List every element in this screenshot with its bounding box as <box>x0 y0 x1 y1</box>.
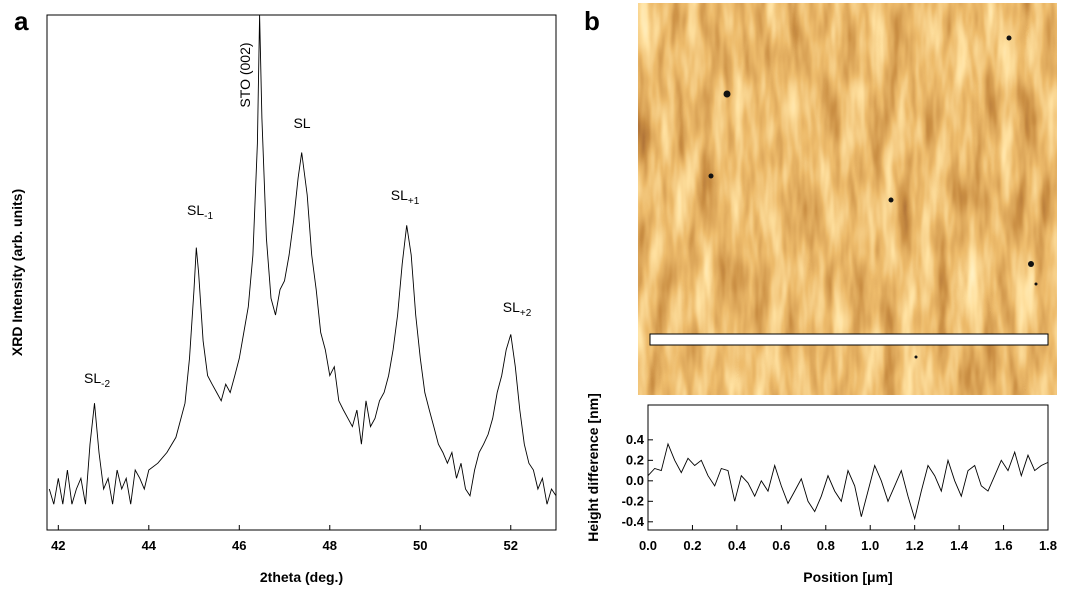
x-tick-label: 1.4 <box>950 538 969 553</box>
x-tick-label: 48 <box>323 538 337 553</box>
x-axis-label: Position [μm] <box>803 569 892 585</box>
panel-label: a <box>14 6 29 36</box>
annotation-text: SL <box>391 187 408 203</box>
x-axis-label: 2theta (deg.) <box>260 569 343 585</box>
x-tick-label: 0.6 <box>772 538 790 553</box>
annotation-subscript: -1 <box>204 211 213 222</box>
panel-label: b <box>584 6 600 36</box>
x-tick-label: 42 <box>51 538 65 553</box>
x-tick-label: 0.2 <box>683 538 701 553</box>
x-tick-label: 0.8 <box>817 538 835 553</box>
annotation: SL-1 <box>187 202 213 222</box>
y-axis-label: Height difference [nm] <box>585 393 601 542</box>
x-tick-label: 0.0 <box>639 538 657 553</box>
x-tick-label: 52 <box>504 538 518 553</box>
data-line <box>647 442 1049 521</box>
plot-frame <box>647 404 1049 531</box>
x-tick-label: 1.0 <box>861 538 879 553</box>
annotation-subscript: -2 <box>101 379 110 390</box>
annotation-text: SL <box>187 202 204 218</box>
x-tick-label: 44 <box>142 538 157 553</box>
plot-frame <box>46 14 557 531</box>
annotation-subscript: +1 <box>408 196 420 207</box>
y-tick-label: 0.4 <box>626 432 645 447</box>
x-tick-label: 0.4 <box>728 538 747 553</box>
x-tick-label: 1.8 <box>1039 538 1057 553</box>
data-line <box>48 14 557 505</box>
annotation: STO (002) <box>237 42 253 107</box>
afm-image <box>638 3 1057 395</box>
x-tick-label: 50 <box>413 538 427 553</box>
y-tick-label: -0.2 <box>622 493 644 508</box>
y-tick-label: -0.4 <box>622 514 645 529</box>
annotation-text: SL <box>503 299 520 315</box>
x-tick-label: 46 <box>232 538 246 553</box>
annotation-text: SL <box>84 370 101 386</box>
y-tick-label: 0.0 <box>626 473 644 488</box>
y-tick-label: 0.2 <box>626 452 644 467</box>
annotation-text: SL <box>293 115 310 131</box>
y-axis-label: XRD Intensity (arb. units) <box>9 189 25 356</box>
annotation: SL+1 <box>391 187 420 207</box>
annotation-subscript: +2 <box>520 308 532 319</box>
annotation: SL+2 <box>503 299 532 319</box>
x-tick-label: 1.2 <box>906 538 924 553</box>
annotation: SL <box>293 115 310 131</box>
annotation-text: STO (002) <box>237 42 253 107</box>
x-tick-label: 1.6 <box>995 538 1013 553</box>
annotation: SL-2 <box>84 370 110 390</box>
